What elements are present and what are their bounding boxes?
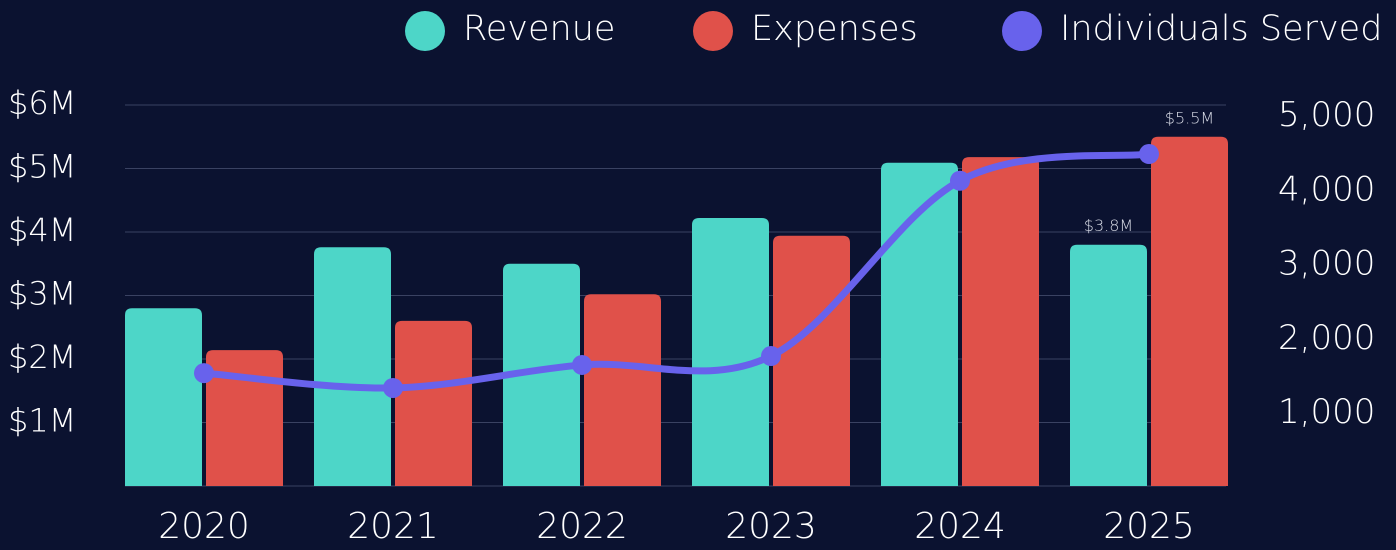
data-label: $5.5M <box>1165 108 1214 127</box>
legend-swatch <box>1002 11 1042 51</box>
bar <box>584 294 661 486</box>
line-point <box>1139 144 1159 165</box>
legend-label: Individuals Served <box>1060 9 1382 49</box>
legend-swatch <box>693 11 733 51</box>
bar <box>1151 136 1228 486</box>
line-point <box>761 346 781 367</box>
y-tick-label: $5M <box>8 148 76 186</box>
bar <box>773 235 850 486</box>
line <box>200 150 1153 392</box>
y-tick-label: $3M <box>8 275 76 313</box>
y2-tick-label: 4,000 <box>1278 169 1375 209</box>
legend-swatch <box>405 11 445 51</box>
legend-label: Expenses <box>751 9 918 49</box>
bar <box>503 263 580 486</box>
y2-tick-label: 5,000 <box>1278 95 1375 135</box>
bar <box>881 162 958 486</box>
bar <box>314 247 391 486</box>
y2-tick-label: 1,000 <box>1278 392 1375 432</box>
y2-tick-label: 3,000 <box>1278 244 1375 284</box>
data-label: $3.8M <box>1084 216 1133 235</box>
bar <box>206 350 283 486</box>
bar <box>1070 244 1147 486</box>
line-point <box>572 354 592 375</box>
x-tick-label: 2025 <box>1103 506 1195 547</box>
line-point <box>950 170 970 191</box>
x-tick-label: 2023 <box>725 506 817 547</box>
line-point <box>194 363 214 384</box>
bar <box>692 218 769 486</box>
x-tick-label: 2022 <box>536 506 628 547</box>
y-tick-label: $1M <box>8 402 76 440</box>
line-point <box>383 377 403 398</box>
y2-tick-label: 2,000 <box>1278 318 1375 358</box>
y-tick-label: $4M <box>8 211 76 249</box>
bar <box>125 308 202 486</box>
bar <box>395 320 472 486</box>
x-tick-label: 2020 <box>158 506 250 547</box>
x-tick-label: 2021 <box>347 506 439 547</box>
y-tick-label: $2M <box>8 338 76 376</box>
y-tick-label: $6M <box>8 84 76 122</box>
bar <box>962 157 1039 486</box>
legend-label: Revenue <box>463 9 615 49</box>
x-tick-label: 2024 <box>914 506 1006 547</box>
